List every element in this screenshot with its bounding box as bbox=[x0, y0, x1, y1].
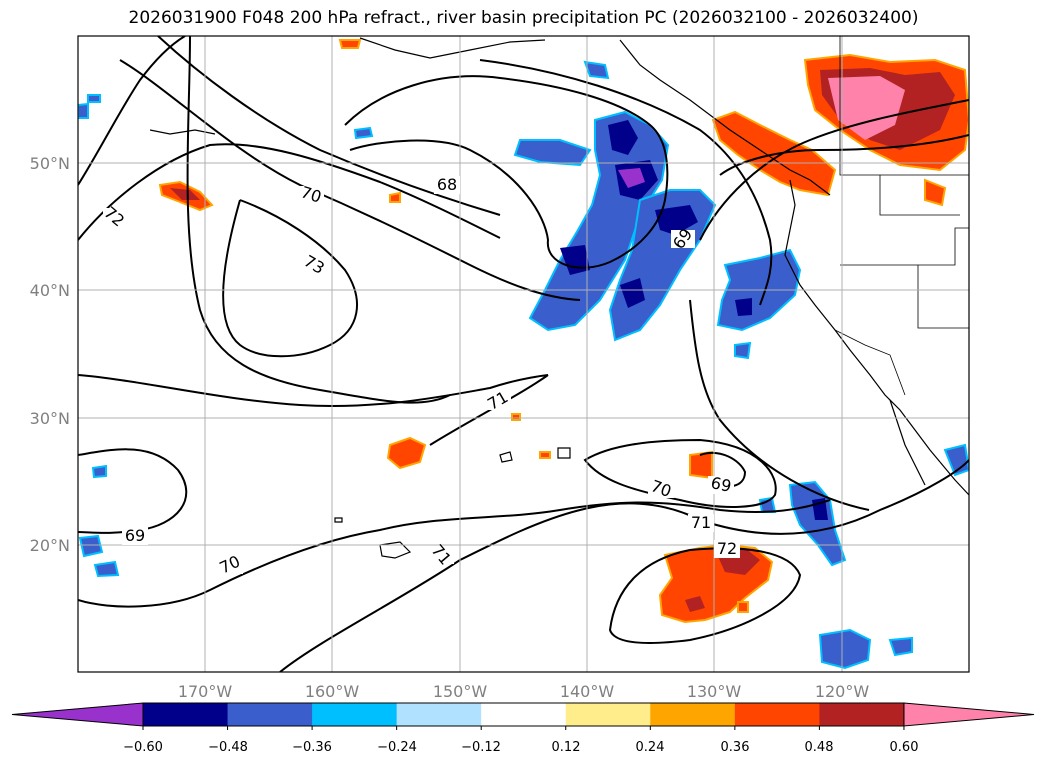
colorbar-bin bbox=[481, 703, 567, 726]
colorbar-bin bbox=[819, 703, 905, 726]
lat-label-40n: 40°N bbox=[30, 281, 70, 300]
colorbar-tick-label: −0.48 bbox=[208, 740, 248, 755]
colorbar-extend-low bbox=[11, 702, 144, 727]
colorbar-bin bbox=[312, 703, 398, 726]
colorbar-tick-label: −0.60 bbox=[123, 740, 163, 755]
colorbar-bin bbox=[396, 703, 482, 726]
lon-label-160w: 160°W bbox=[305, 682, 360, 701]
lon-label-130w: 130°W bbox=[687, 682, 742, 701]
colorbar-tick-label: 0.60 bbox=[890, 740, 919, 755]
contour-label-69b: 69 bbox=[709, 473, 733, 496]
contour-label-68: 68 bbox=[437, 175, 457, 194]
boundaries bbox=[834, 36, 969, 396]
refractivity-contours-east bbox=[699, 99, 969, 241]
colorbar-swatches bbox=[11, 702, 1035, 727]
lon-label-120w: 120°W bbox=[815, 682, 870, 701]
colorbar-tick-label: 0.24 bbox=[636, 740, 665, 755]
lat-label-20n: 20°N bbox=[30, 536, 70, 555]
colorbar-tick-label: −0.12 bbox=[461, 740, 501, 755]
colorbar-tick-label: 0.48 bbox=[805, 740, 834, 755]
colorbar-tick-label: −0.36 bbox=[292, 740, 332, 755]
colorbar-bin bbox=[565, 703, 651, 726]
colorbar-tick-label: 0.36 bbox=[721, 740, 750, 755]
lon-label-170w: 170°W bbox=[178, 682, 233, 701]
map-frame bbox=[77, 35, 970, 673]
lon-label-150w: 150°W bbox=[433, 682, 488, 701]
colorbar-bin bbox=[734, 703, 820, 726]
lat-label-50n: 50°N bbox=[30, 154, 70, 173]
contour-label-71b: 71 bbox=[691, 513, 711, 532]
colorbar-tick-label: −0.24 bbox=[377, 740, 417, 755]
colorbar-bin bbox=[650, 703, 736, 726]
refractivity-contours bbox=[78, 36, 969, 672]
lat-label-30n: 30°N bbox=[30, 409, 70, 428]
colorbar-ticks bbox=[142, 726, 905, 730]
coastlines bbox=[149, 37, 969, 559]
contour-label-69c: 69 bbox=[125, 526, 145, 545]
map-title: 2026031900 F048 200 hPa refract., river … bbox=[128, 8, 919, 28]
lon-label-140w: 140°W bbox=[560, 682, 615, 701]
graticule bbox=[78, 36, 969, 672]
colorbar-extend-high bbox=[903, 702, 1035, 727]
contour-labels: 72 70 68 73 69 71 70 69 71 72 69 70 71 bbox=[100, 175, 740, 577]
lat-tick-labels: 50°N 40°N 30°N 20°N bbox=[30, 154, 70, 555]
colorbar-tick-label: 0.12 bbox=[552, 740, 581, 755]
colorbar-bin bbox=[227, 703, 313, 726]
colorbar-outline bbox=[142, 702, 905, 727]
lon-tick-labels: 170°W 160°W 150°W 140°W 130°W 120°W bbox=[178, 682, 870, 701]
contour-label-72b: 72 bbox=[717, 539, 737, 558]
colorbar: −0.60 −0.48 −0.36 −0.24 −0.12 0.12 0.24 … bbox=[11, 702, 1035, 755]
colorbar-bin bbox=[143, 703, 229, 726]
